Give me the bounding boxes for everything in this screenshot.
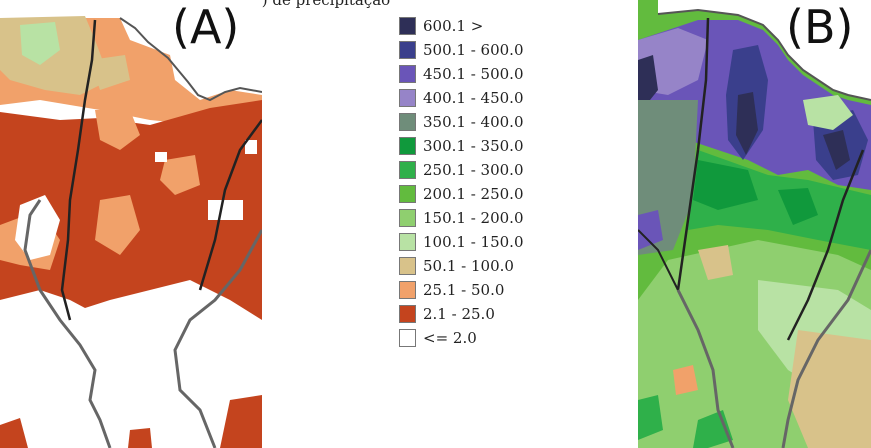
legend-swatch xyxy=(399,305,416,323)
map-a-image xyxy=(0,0,262,448)
legend-label: <= 2.0 xyxy=(423,329,477,347)
legend-swatch xyxy=(399,161,416,179)
legend-label: 250.1 - 300.0 xyxy=(423,161,524,179)
panel-a-label: (A) xyxy=(172,4,239,50)
panel-b-label: (B) xyxy=(786,4,853,50)
legend-label: 25.1 - 50.0 xyxy=(423,281,504,299)
legend-label: 50.1 - 100.0 xyxy=(423,257,514,275)
legend-swatch xyxy=(399,329,416,347)
legend-swatch xyxy=(399,185,416,203)
legend-label: 450.1 - 500.0 xyxy=(423,65,524,83)
legend-swatch xyxy=(399,65,416,83)
legend-label: 2.1 - 25.0 xyxy=(423,305,495,323)
legend-swatch xyxy=(399,41,416,59)
legend-swatch xyxy=(399,281,416,299)
legend-swatch xyxy=(399,113,416,131)
legend-swatch xyxy=(399,257,416,275)
legend-label: 100.1 - 150.0 xyxy=(423,233,524,251)
legend-label: 150.1 - 200.0 xyxy=(423,209,524,227)
legend-swatch xyxy=(399,233,416,251)
legend-swatch xyxy=(399,209,416,227)
legend-label: 500.1 - 600.0 xyxy=(423,41,524,59)
legend-label: 200.1 - 250.0 xyxy=(423,185,524,203)
legend-label: 600.1 > xyxy=(423,17,483,35)
legend-label: 400.1 - 450.0 xyxy=(423,89,524,107)
map-panel-b xyxy=(638,0,871,448)
legend-swatch xyxy=(399,137,416,155)
legend-swatch xyxy=(399,17,416,35)
legend-label: 300.1 - 350.0 xyxy=(423,137,524,155)
map-b-image xyxy=(638,0,871,448)
legend-swatch xyxy=(399,89,416,107)
map-panel-a xyxy=(0,0,262,448)
legend-label: 350.1 - 400.0 xyxy=(423,113,524,131)
